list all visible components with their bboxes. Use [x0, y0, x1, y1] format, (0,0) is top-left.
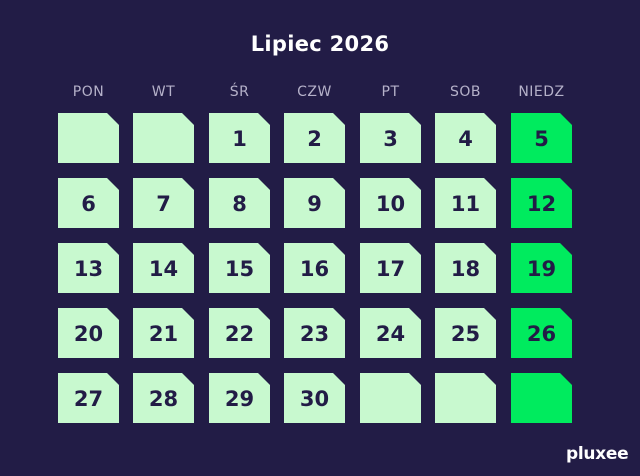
weekday-header-niedz: NIEDZ: [518, 84, 565, 100]
empty-day-cell: [133, 113, 194, 163]
empty-day-cell: [511, 373, 572, 423]
weekday-header-sr: ŚR: [229, 84, 250, 100]
weekday-header-wt: WT: [151, 84, 176, 100]
empty-day-cell: [435, 373, 496, 423]
day-cell-2: 2: [284, 113, 345, 163]
day-cell-27: 27: [58, 373, 119, 423]
day-cell-14: 14: [133, 243, 194, 293]
day-cell-30: 30: [284, 373, 345, 423]
weekday-header-czw: CZW: [297, 84, 332, 100]
day-cell-9: 9: [284, 178, 345, 228]
day-cell-28: 28: [133, 373, 194, 423]
day-cell-23: 23: [284, 308, 345, 358]
day-cell-16: 16: [284, 243, 345, 293]
weekday-header-sob: SOB: [449, 84, 481, 100]
day-cell-26: 26: [511, 308, 572, 358]
day-cell-29: 29: [209, 373, 270, 423]
day-cell-10: 10: [360, 178, 421, 228]
calendar-title: Lipiec 2026: [250, 32, 390, 56]
day-cell-24: 24: [360, 308, 421, 358]
day-cell-1: 1: [209, 113, 270, 163]
day-cell-4: 4: [435, 113, 496, 163]
day-cell-6: 6: [58, 178, 119, 228]
day-cell-13: 13: [58, 243, 119, 293]
day-cell-7: 7: [133, 178, 194, 228]
day-cell-20: 20: [58, 308, 119, 358]
empty-day-cell: [360, 373, 421, 423]
day-cell-22: 22: [209, 308, 270, 358]
pluxee-logo: pluxee: [566, 444, 629, 464]
day-cell-11: 11: [435, 178, 496, 228]
day-cell-25: 25: [435, 308, 496, 358]
day-cell-3: 3: [360, 113, 421, 163]
day-cell-21: 21: [133, 308, 194, 358]
day-cell-15: 15: [209, 243, 270, 293]
day-cell-5: 5: [511, 113, 572, 163]
day-cell-8: 8: [209, 178, 270, 228]
day-cell-19: 19: [511, 243, 572, 293]
weekday-header-pt: PT: [381, 84, 400, 100]
weekday-header-pon: PON: [72, 84, 105, 100]
day-cell-12: 12: [511, 178, 572, 228]
day-cell-17: 17: [360, 243, 421, 293]
empty-day-cell: [58, 113, 119, 163]
day-cell-18: 18: [435, 243, 496, 293]
